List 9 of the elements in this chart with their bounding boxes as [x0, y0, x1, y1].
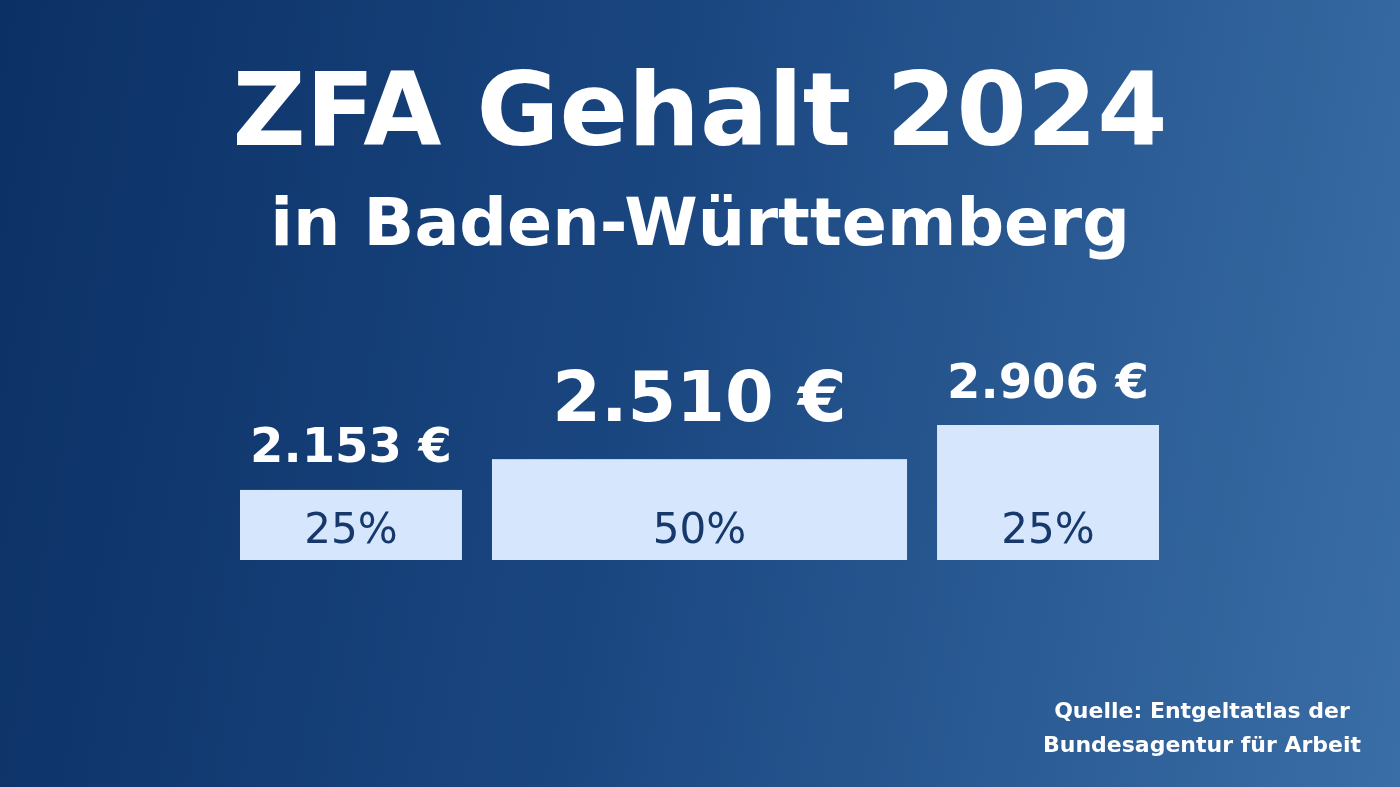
x-tick-label: 25% [1001, 504, 1095, 553]
data-label: 2.510 € [552, 356, 847, 439]
x-tick-label: 25% [304, 504, 398, 553]
chart-subtitle: in Baden-Württemberg [270, 183, 1130, 261]
x-tick-label: 50% [652, 504, 747, 553]
source-note: Quelle: Entgeltatlas der Bundesagentur für Arbeit [1042, 698, 1362, 757]
data-label: 2.906 € [947, 353, 1149, 409]
data-label: 2.153 € [250, 416, 452, 473]
chart-title: ZFA Gehalt 2024 [232, 51, 1168, 169]
